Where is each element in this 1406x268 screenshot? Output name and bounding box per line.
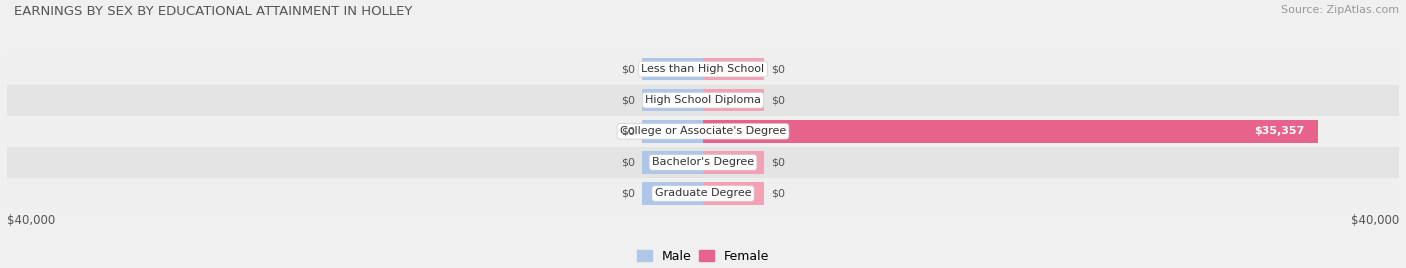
- Bar: [703, 120, 1319, 143]
- Text: $0: $0: [621, 188, 636, 199]
- Text: $40,000: $40,000: [7, 214, 55, 227]
- Bar: [643, 151, 703, 174]
- Bar: [703, 58, 763, 80]
- Bar: [643, 89, 703, 111]
- Text: $0: $0: [770, 188, 785, 199]
- Text: Source: ZipAtlas.com: Source: ZipAtlas.com: [1281, 5, 1399, 15]
- Text: $0: $0: [770, 95, 785, 105]
- Text: High School Diploma: High School Diploma: [645, 95, 761, 105]
- Bar: [703, 151, 763, 174]
- Bar: [703, 89, 763, 111]
- Text: Graduate Degree: Graduate Degree: [655, 188, 751, 199]
- Bar: [7, 178, 1399, 209]
- Text: $0: $0: [621, 157, 636, 168]
- Text: $40,000: $40,000: [1351, 214, 1399, 227]
- Text: $0: $0: [621, 64, 636, 74]
- Bar: [7, 147, 1399, 178]
- Bar: [643, 120, 703, 143]
- Bar: [7, 85, 1399, 116]
- Text: $0: $0: [770, 64, 785, 74]
- Text: $35,357: $35,357: [1254, 126, 1305, 136]
- Bar: [643, 182, 703, 205]
- Text: EARNINGS BY SEX BY EDUCATIONAL ATTAINMENT IN HOLLEY: EARNINGS BY SEX BY EDUCATIONAL ATTAINMEN…: [14, 5, 412, 18]
- Bar: [643, 58, 703, 80]
- Bar: [7, 116, 1399, 147]
- Text: $0: $0: [621, 95, 636, 105]
- Text: College or Associate's Degree: College or Associate's Degree: [620, 126, 786, 136]
- Text: Bachelor's Degree: Bachelor's Degree: [652, 157, 754, 168]
- Bar: [703, 182, 763, 205]
- Text: $0: $0: [770, 157, 785, 168]
- Legend: Male, Female: Male, Female: [631, 245, 775, 268]
- Bar: [7, 54, 1399, 85]
- Text: $0: $0: [621, 126, 636, 136]
- Text: Less than High School: Less than High School: [641, 64, 765, 74]
